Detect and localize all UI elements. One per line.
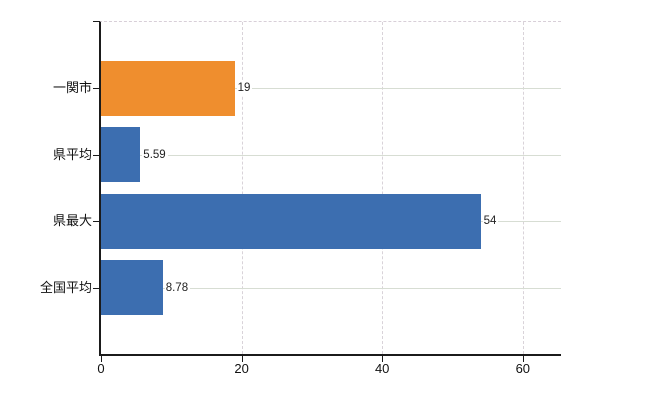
x-axis-tick (101, 356, 102, 362)
bar-value-label: 54 (482, 214, 499, 229)
bar-default (101, 193, 481, 249)
gridline-horizontal (101, 88, 561, 90)
gridline-vertical (382, 22, 384, 354)
gridline-vertical (241, 22, 243, 354)
x-axis-tick (522, 356, 524, 362)
gridline-horizontal (101, 154, 561, 156)
y-axis-tick (93, 154, 100, 156)
category-label: 全国平均 (39, 279, 92, 295)
x-tick-label: 60 (515, 361, 531, 376)
plot-area: 19 5.59 54 8.78 (99, 21, 561, 356)
gridline-vertical (522, 22, 524, 354)
bar-highlight (101, 60, 235, 116)
y-axis-tick (93, 287, 100, 289)
x-tick-label: 20 (234, 361, 249, 376)
y-axis-tick (93, 221, 100, 223)
bar-default (101, 127, 141, 183)
category-label: 県最大 (52, 213, 92, 229)
x-axis-tick (382, 356, 384, 362)
bar-value-label: 8.78 (164, 280, 191, 295)
x-tick-label: 40 (374, 361, 390, 376)
gridline-horizontal (101, 287, 561, 289)
x-tick-label: 0 (97, 361, 105, 376)
bar-default (101, 260, 163, 316)
bar-value-label: 5.59 (142, 147, 168, 162)
bar-value-label: 19 (236, 81, 253, 96)
y-axis-end-tick (93, 21, 100, 22)
category-label: 一関市 (52, 80, 92, 96)
y-axis-tick (93, 88, 100, 90)
x-axis-tick (241, 356, 243, 362)
category-label: 県平均 (52, 146, 92, 162)
